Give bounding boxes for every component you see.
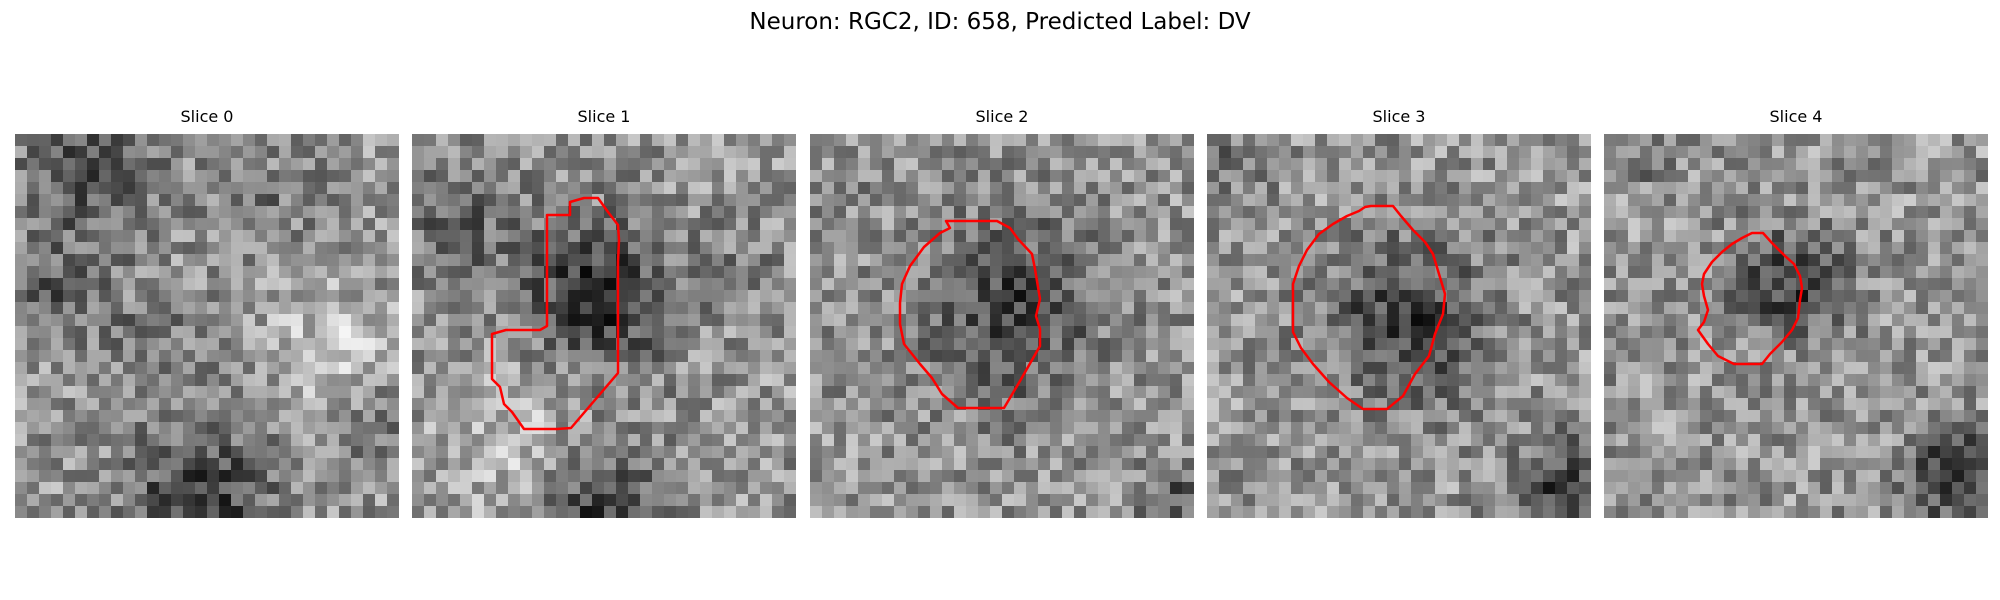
- segmentation-contour: [898, 219, 1042, 410]
- slice-panel-0: Slice 0: [15, 107, 399, 518]
- slice-panel-1: Slice 1: [412, 107, 796, 518]
- slice-title: Slice 1: [577, 107, 631, 126]
- slice-image: [1604, 134, 1988, 518]
- segmentation-contour: [490, 196, 621, 431]
- slice-image: [412, 134, 796, 518]
- slice-panel-3: Slice 3: [1207, 107, 1591, 518]
- slice-panel-4: Slice 4: [1604, 107, 1988, 518]
- slice-image: [1207, 134, 1591, 518]
- segmentation-contour: [1696, 231, 1804, 366]
- segmentation-contour: [1291, 204, 1447, 411]
- slice-title: Slice 2: [975, 107, 1029, 126]
- slice-title: Slice 3: [1372, 107, 1426, 126]
- slice-panel-2: Slice 2: [810, 107, 1194, 518]
- slice-image: [15, 134, 399, 518]
- figure-title: Neuron: RGC2, ID: 658, Predicted Label: …: [749, 9, 1251, 35]
- slice-title: Slice 4: [1769, 107, 1823, 126]
- slice-image: [810, 134, 1194, 518]
- slice-title: Slice 0: [180, 107, 234, 126]
